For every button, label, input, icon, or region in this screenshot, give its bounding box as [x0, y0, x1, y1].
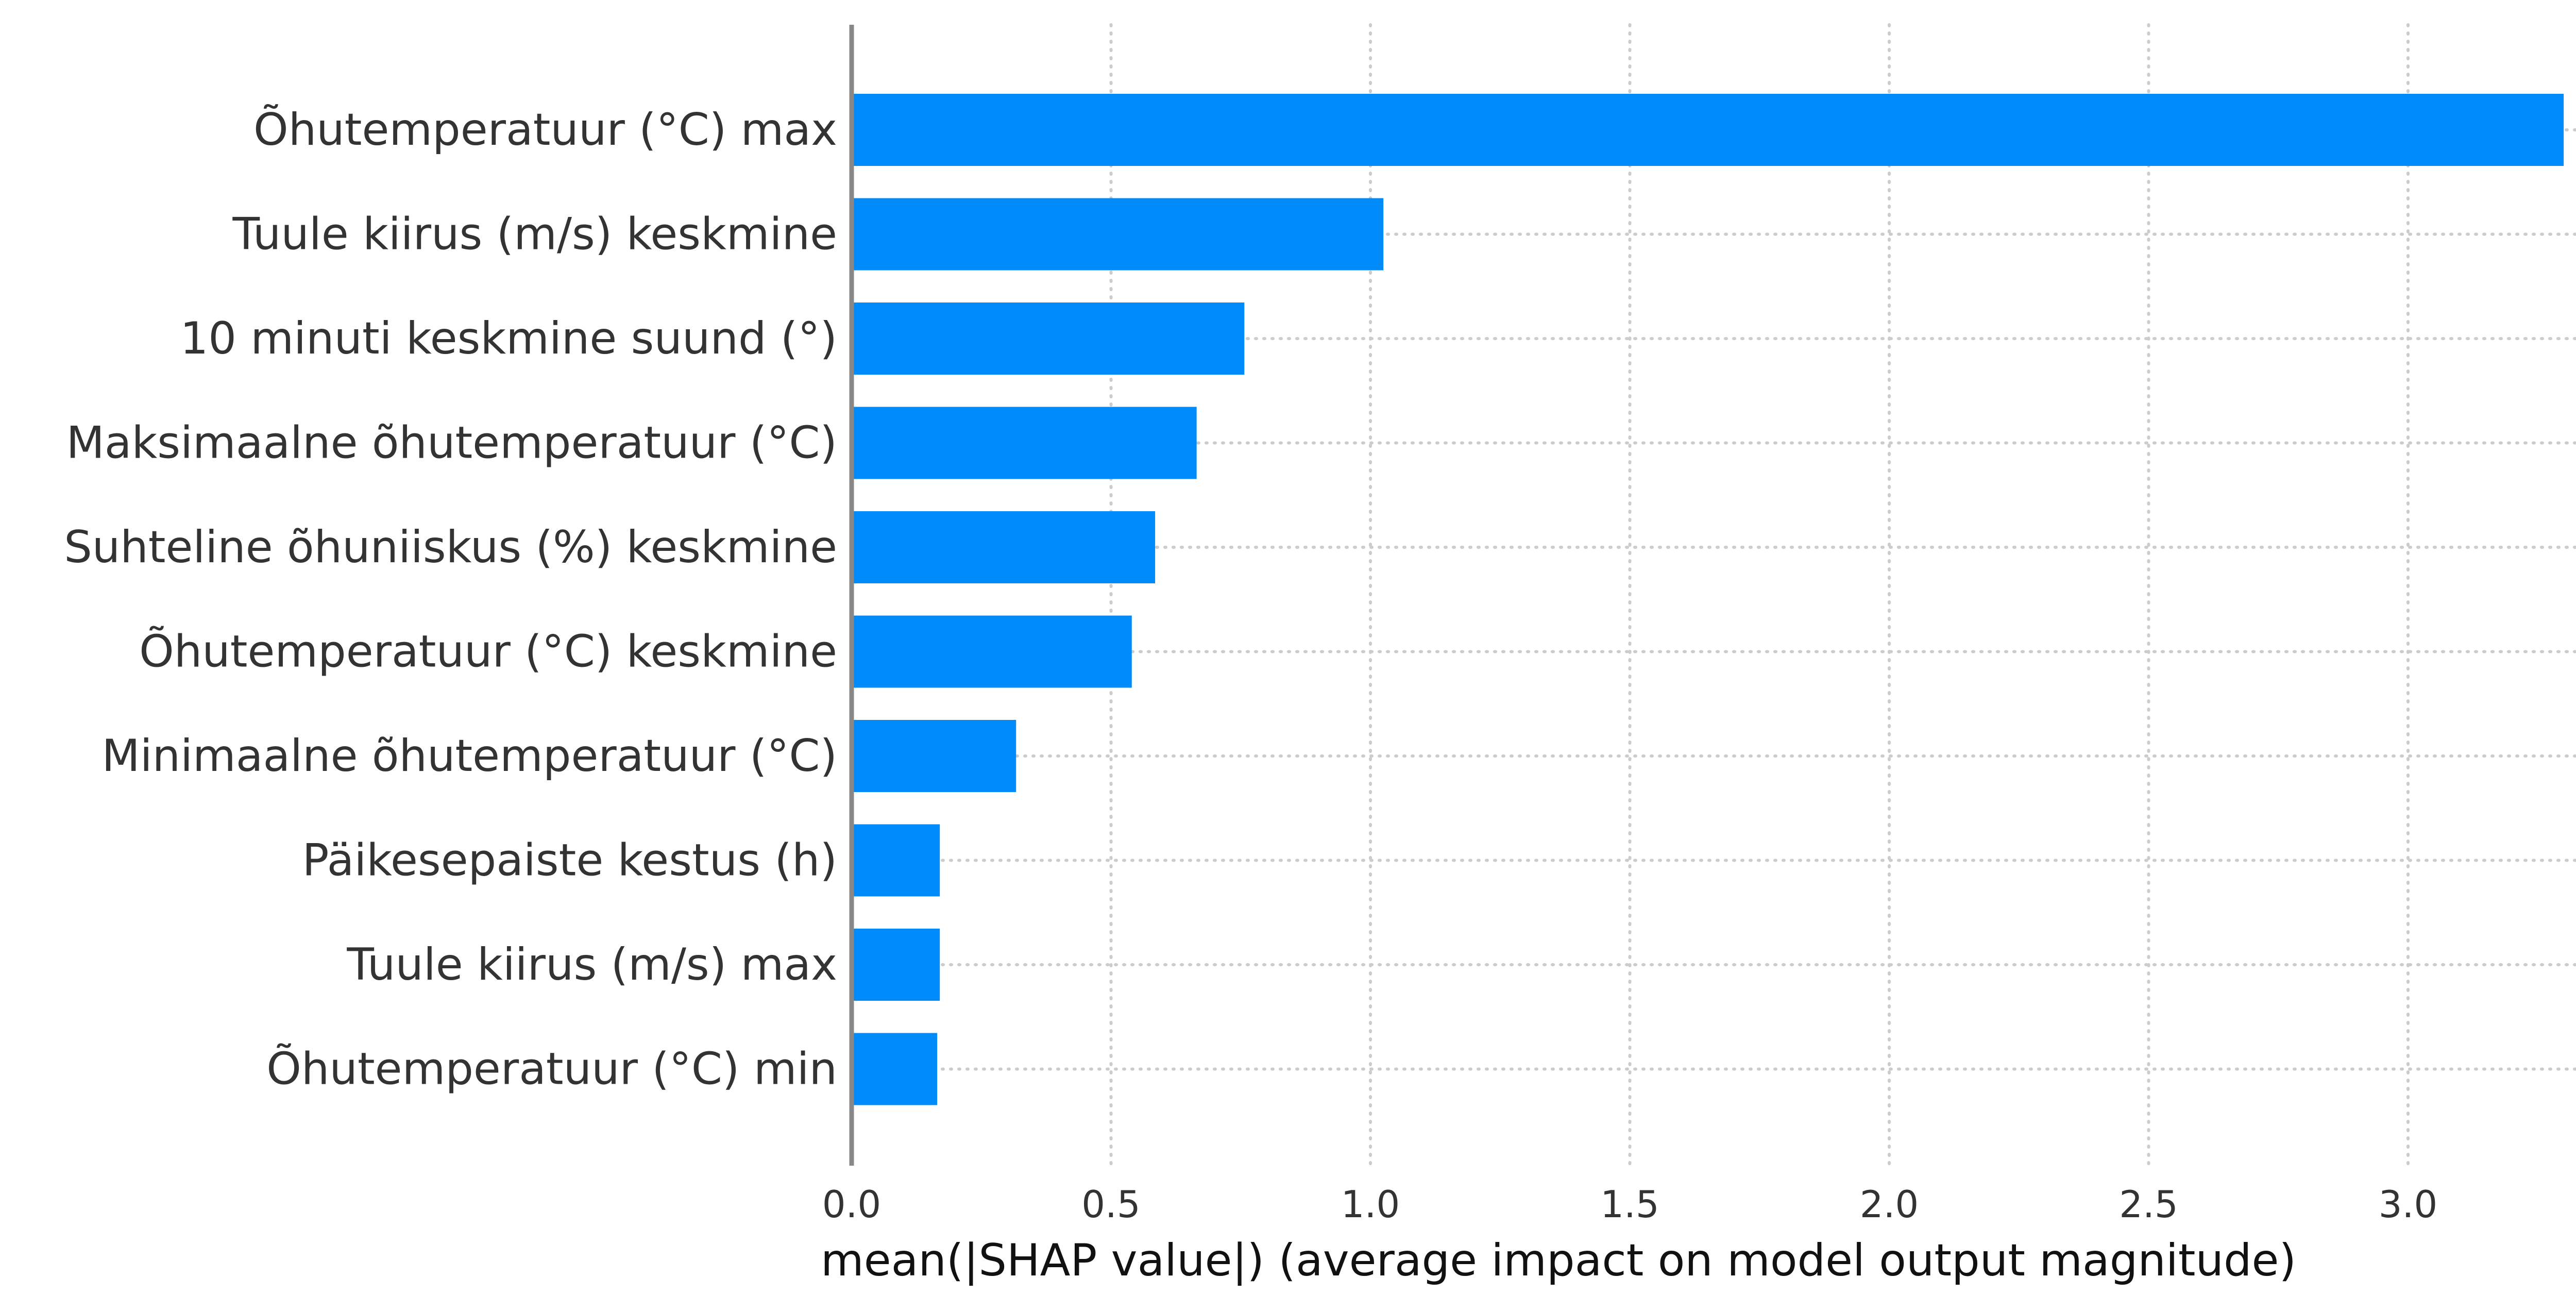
y-tick-label: Õhutemperatuur (°C) min: [266, 1044, 837, 1095]
bars: [852, 94, 2564, 1105]
x-tick-label: 2.5: [2119, 1183, 2178, 1226]
bar: [852, 302, 1245, 375]
y-tick-label: Õhutemperatuur (°C) keskmine: [139, 626, 837, 678]
x-tick-label: 1.5: [1600, 1183, 1659, 1226]
x-tick-label: 0.0: [822, 1183, 882, 1226]
bar: [852, 511, 1156, 583]
bar: [852, 198, 1384, 271]
grid-lines: [850, 23, 2576, 1167]
x-tick-label: 1.0: [1341, 1183, 1400, 1226]
y-tick-label: Tuule kiirus (m/s) max: [346, 939, 837, 990]
bar: [852, 720, 1016, 792]
y-tick-label: Tuule kiirus (m/s) keskmine: [232, 209, 837, 260]
x-tick-label: 0.5: [1081, 1183, 1141, 1226]
bar: [852, 407, 1197, 479]
x-tick-label: 2.0: [1860, 1183, 1919, 1226]
x-axis-label: mean(|SHAP value|) (average impact on mo…: [821, 1235, 2296, 1286]
y-tick-label: Minimaalne õhutemperatuur (°C): [102, 730, 837, 782]
bar: [852, 615, 1132, 688]
y-tick-label: 10 minuti keskmine suund (°): [180, 313, 837, 364]
x-tick-labels: 0.0 0.5 1.0 1.5 2.0 2.5 3.0: [822, 1183, 2438, 1226]
y-tick-label: Maksimaalne õhutemperatuur (°C): [66, 417, 837, 469]
y-tick-label: Päikesepaiste kestus (h): [302, 835, 837, 886]
bar: [852, 94, 2564, 166]
y-tick-labels: Õhutemperatuur (°C) max Tuule kiirus (m/s…: [64, 104, 837, 1095]
bar: [852, 824, 940, 897]
y-tick-label: Õhutemperatuur (°C) max: [253, 104, 837, 156]
bar: [852, 1033, 938, 1105]
y-tick-label: Suhteline õhuniiskus (%) keskmine: [64, 522, 837, 573]
bar: [852, 929, 940, 1001]
x-tick-label: 3.0: [2379, 1183, 2438, 1226]
